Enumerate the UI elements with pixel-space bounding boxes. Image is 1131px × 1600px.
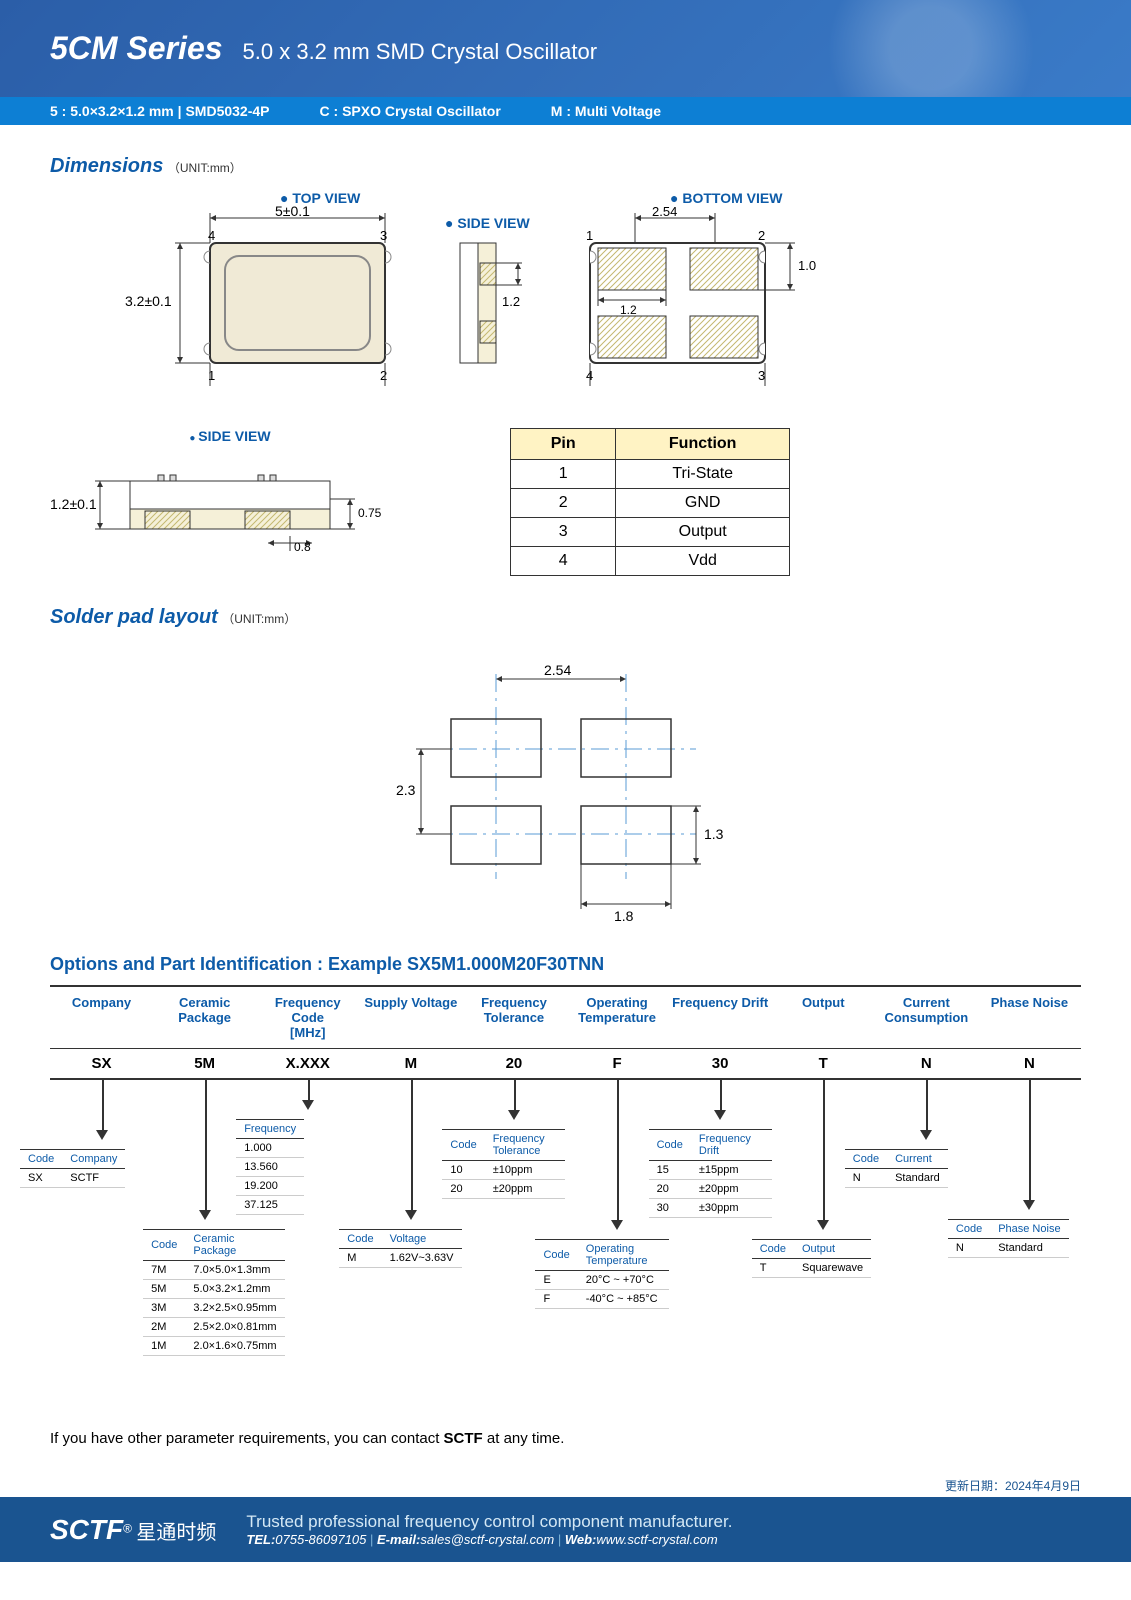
web-label: Web: <box>565 1532 597 1547</box>
options-title: Options and Part Identification : Exampl… <box>50 954 1081 975</box>
option-detail-table: CodeCompanySXSCTF <box>20 1149 125 1188</box>
option-value: SX <box>50 1049 153 1078</box>
spec-bar: 5 : 5.0×3.2×1.2 mm | SMD5032-4P C : SPXO… <box>0 97 1131 125</box>
option-header: Frequency Code [MHz] <box>256 987 359 1048</box>
trademark: ® <box>123 1521 132 1535</box>
svg-text:3: 3 <box>380 228 387 243</box>
solder-title: Solder pad layout <box>50 606 218 629</box>
table-cell: Tri-State <box>616 460 790 489</box>
svg-text:4: 4 <box>208 228 215 243</box>
svg-text:2.3: 2.3 <box>396 782 416 798</box>
option-header: Phase Noise <box>978 987 1081 1048</box>
option-header: Output <box>772 987 875 1048</box>
option-header: Current Consumption <box>875 987 978 1048</box>
spec1: 5.0×3.2×1.2 mm | SMD5032-4P <box>70 103 269 119</box>
table-cell: Output <box>616 518 790 547</box>
side-view-horizontal: 1.2±0.1 0.75 <box>50 451 410 551</box>
page-footer: SCTF® 星通时频 Trusted professional frequenc… <box>0 1497 1131 1562</box>
option-detail-table: CodePhase NoiseNStandard <box>948 1219 1069 1258</box>
svg-text:0.8: 0.8 <box>294 540 311 551</box>
option-value: X.XXX <box>256 1049 359 1078</box>
pin-function-table: PinFunction 1Tri-State 2GND 3Output 4Vdd <box>510 428 790 576</box>
svg-text:2.54: 2.54 <box>544 662 571 678</box>
tel-label: TEL: <box>246 1532 275 1547</box>
svg-text:1: 1 <box>208 368 215 383</box>
svg-text:2.54: 2.54 <box>652 204 677 219</box>
svg-text:5±0.1: 5±0.1 <box>275 203 310 219</box>
table-cell: Vdd <box>616 547 790 576</box>
option-values: SX5MX.XXXM20F30TNN <box>50 1049 1081 1080</box>
spec2-label: C : <box>320 103 339 119</box>
option-header: Operating Temperature <box>565 987 668 1048</box>
table-cell: 2 <box>511 489 616 518</box>
spec3-label: M : <box>551 103 571 119</box>
table-cell: 1 <box>511 460 616 489</box>
footer-logo-cn: 星通时频 <box>136 1522 216 1544</box>
spec1-label: 5 : <box>50 103 66 119</box>
footer-tagline: Trusted professional frequency control c… <box>246 1512 732 1532</box>
option-detail-table: CodeCurrentNStandard <box>845 1149 948 1188</box>
solder-unit: （UNIT:mm） <box>222 612 296 626</box>
option-header: Supply Voltage <box>359 987 462 1048</box>
svg-text:3.2±0.1: 3.2±0.1 <box>125 293 172 309</box>
svg-text:1.2: 1.2 <box>620 303 637 317</box>
dimensions-title: Dimensions <box>50 155 163 178</box>
svg-text:1.3: 1.3 <box>704 826 724 842</box>
option-value: 30 <box>669 1049 772 1078</box>
email-value: sales@sctf-crystal.com <box>420 1532 554 1547</box>
svg-text:2: 2 <box>758 228 765 243</box>
options-breakdown: CodeCompanySXSCTFCodeCeramic Package7M7.… <box>50 1080 1081 1400</box>
option-header: Frequency Drift <box>669 987 772 1048</box>
option-value: N <box>875 1049 978 1078</box>
option-detail-table: CodeOutputTSquarewave <box>752 1239 871 1278</box>
footer-logo: SCTF <box>50 1514 123 1545</box>
option-header: Company <box>50 987 153 1048</box>
dimensions-diagram: ● TOP VIEW 5±0.1 4 3 1 2 3.2±0.1 ● SIDE … <box>50 188 970 418</box>
update-date: 更新日期：2024年4月9日 <box>945 1477 1081 1494</box>
contact-note: If you have other parameter requirements… <box>50 1430 1081 1447</box>
option-value: F <box>565 1049 668 1078</box>
table-cell: GND <box>616 489 790 518</box>
option-value: 5M <box>153 1049 256 1078</box>
solder-pad-diagram: 2.54 2.3 1.3 1.8 <box>366 659 766 929</box>
email-label: E-mail: <box>377 1532 420 1547</box>
option-detail-table: CodeFrequency Tolerance10±10ppm20±20ppm <box>442 1129 565 1199</box>
option-detail-table: CodeOperating TemperatureE20°C ~ +70°CF-… <box>535 1239 668 1309</box>
option-detail-table: CodeFrequency Drift15±15ppm20±20ppm30±30… <box>649 1129 772 1218</box>
svg-text:1.8: 1.8 <box>614 908 634 924</box>
svg-text:● SIDE VIEW: ● SIDE VIEW <box>445 215 530 231</box>
svg-text:3: 3 <box>758 368 765 383</box>
spec2: SPXO Crystal Oscillator <box>342 103 501 119</box>
side-view-label: SIDE VIEW <box>189 428 270 444</box>
option-detail-table: CodeVoltageM1.62V~3.63V <box>339 1229 461 1268</box>
table-cell: 4 <box>511 547 616 576</box>
series-title: 5CM Series <box>50 30 223 67</box>
option-value: M <box>359 1049 462 1078</box>
option-header: Frequency Tolerance <box>462 987 565 1048</box>
svg-text:1.2: 1.2 <box>502 294 520 309</box>
pin-header: Pin <box>511 429 616 460</box>
option-value: T <box>772 1049 875 1078</box>
option-header: Ceramic Package <box>153 987 256 1048</box>
svg-text:0.75: 0.75 <box>358 506 382 520</box>
svg-text:1: 1 <box>586 228 593 243</box>
dimensions-unit: （UNIT:mm） <box>168 161 242 175</box>
option-value: 20 <box>462 1049 565 1078</box>
tel-value: 0755-86097105 <box>275 1532 366 1547</box>
spec3: Multi Voltage <box>575 103 661 119</box>
svg-text:2: 2 <box>380 368 387 383</box>
svg-text:● BOTTOM VIEW: ● BOTTOM VIEW <box>670 190 783 206</box>
option-headers: CompanyCeramic PackageFrequency Code [MH… <box>50 985 1081 1049</box>
function-header: Function <box>616 429 790 460</box>
option-detail-table: Frequency1.00013.56019.20037.125 <box>236 1119 304 1215</box>
table-cell: 3 <box>511 518 616 547</box>
svg-text:1.2±0.1: 1.2±0.1 <box>50 496 97 512</box>
svg-text:1.0: 1.0 <box>798 258 816 273</box>
series-subtitle: 5.0 x 3.2 mm SMD Crystal Oscillator <box>243 39 598 65</box>
web-value: www.sctf-crystal.com <box>596 1532 717 1547</box>
option-value: N <box>978 1049 1081 1078</box>
